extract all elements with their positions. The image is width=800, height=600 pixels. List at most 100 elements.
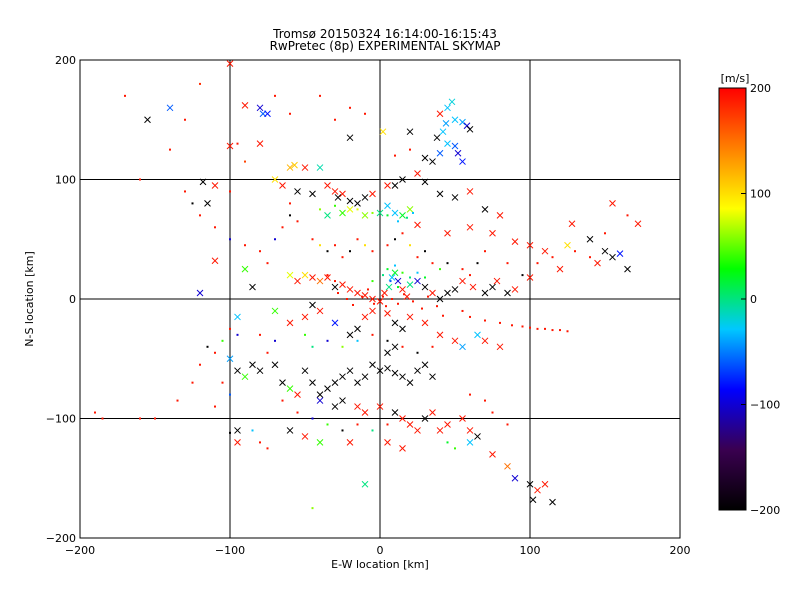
chart-subtitle: RwPretec (8p) EXPERIMENTAL SKYMAP — [270, 39, 501, 53]
data-point-x — [391, 409, 399, 416]
data-point-x — [414, 221, 421, 229]
data-point-dot — [491, 411, 494, 414]
data-point-x — [459, 118, 466, 126]
data-point-dot — [199, 363, 201, 366]
grid-lines — [80, 60, 680, 538]
data-point-x — [316, 277, 324, 285]
data-point-x — [339, 281, 346, 289]
data-point-dot — [184, 190, 186, 193]
data-point-x — [634, 220, 642, 228]
data-point-dot — [469, 315, 471, 318]
data-point-x — [391, 209, 399, 217]
data-point-dot — [311, 238, 314, 241]
data-point-x — [541, 247, 549, 255]
data-point-x — [459, 277, 466, 285]
data-point-x — [241, 373, 249, 381]
data-point-x — [286, 319, 294, 327]
data-point-x — [493, 277, 501, 285]
data-point-x — [316, 397, 324, 404]
data-point-dot — [421, 307, 423, 310]
data-point-dot — [389, 280, 392, 283]
data-point-x — [568, 220, 576, 228]
data-point-x — [286, 427, 294, 434]
data-point-x — [211, 257, 219, 265]
data-point-dot — [566, 330, 569, 333]
data-point-dot — [436, 305, 438, 308]
x-tick-label: 0 — [377, 544, 384, 557]
data-point-x — [609, 200, 616, 207]
data-point-dot — [251, 429, 254, 432]
data-point-dot — [101, 417, 104, 420]
data-point-x — [384, 202, 391, 210]
data-point-x — [448, 98, 456, 106]
data-point-x — [361, 480, 369, 488]
y-tick-label: −100 — [46, 413, 76, 426]
data-point-dot — [236, 333, 239, 336]
data-point-x — [301, 433, 309, 440]
data-point-x — [609, 253, 616, 261]
data-point-x — [234, 367, 241, 375]
data-point-x — [444, 104, 451, 112]
data-point-dot — [439, 268, 441, 271]
data-point-x — [291, 161, 298, 169]
data-point-dot — [266, 447, 269, 450]
data-point-dot — [427, 295, 429, 298]
data-point-x — [361, 211, 369, 219]
data-point-dot — [409, 276, 411, 279]
colorbar-label: [m/s] — [721, 72, 750, 85]
data-point-x — [339, 373, 346, 381]
data-point-dot — [229, 327, 231, 330]
data-point-x — [369, 295, 376, 303]
data-point-x — [361, 313, 369, 321]
data-point-x — [354, 403, 361, 410]
data-point-x — [241, 102, 249, 109]
data-point-x — [429, 289, 436, 297]
data-point-x — [414, 170, 421, 177]
data-point-x — [331, 403, 339, 410]
data-point-dot — [604, 232, 606, 235]
data-point-dot — [281, 226, 284, 229]
data-point-x — [388, 274, 396, 281]
data-point-x — [271, 307, 279, 315]
data-point-dot — [334, 204, 336, 207]
data-point-dot — [184, 118, 186, 121]
data-point-x — [444, 229, 451, 237]
data-point-x — [489, 450, 496, 458]
data-point-x — [384, 309, 391, 317]
data-point-x — [376, 403, 384, 410]
data-point-x — [444, 289, 451, 297]
data-point-x — [406, 281, 414, 289]
data-point-x — [433, 134, 441, 142]
data-point-dot — [289, 214, 291, 217]
data-point-x — [376, 298, 384, 305]
data-point-dot — [424, 250, 426, 253]
data-point-x — [526, 480, 534, 488]
data-point-x — [496, 343, 504, 351]
data-point-x — [466, 223, 474, 231]
data-point-x — [346, 134, 354, 142]
data-point-dot — [214, 405, 216, 408]
data-point-x — [324, 211, 331, 219]
data-point-x — [384, 182, 391, 189]
data-point-dot — [574, 250, 576, 253]
data-point-x — [406, 379, 414, 387]
data-point-dot — [394, 154, 396, 157]
data-point-dot — [229, 238, 231, 241]
data-point-x — [414, 367, 421, 375]
data-point-dot — [521, 274, 524, 277]
data-point-dot — [356, 339, 359, 342]
data-point-dot — [154, 417, 156, 420]
data-point-x — [459, 415, 466, 422]
data-point-x — [504, 462, 511, 470]
data-point-x — [211, 182, 219, 189]
data-point-dot — [371, 429, 374, 432]
data-point-dot — [259, 441, 261, 444]
colorbar-ticks: 200 100 0 −100 −200 — [741, 82, 780, 517]
data-point-x — [294, 277, 301, 285]
data-point-x — [454, 149, 462, 157]
y-tick-label: 100 — [55, 174, 76, 187]
data-point-x — [466, 188, 474, 195]
data-point-dot — [394, 264, 396, 267]
data-point-dot — [536, 262, 539, 265]
